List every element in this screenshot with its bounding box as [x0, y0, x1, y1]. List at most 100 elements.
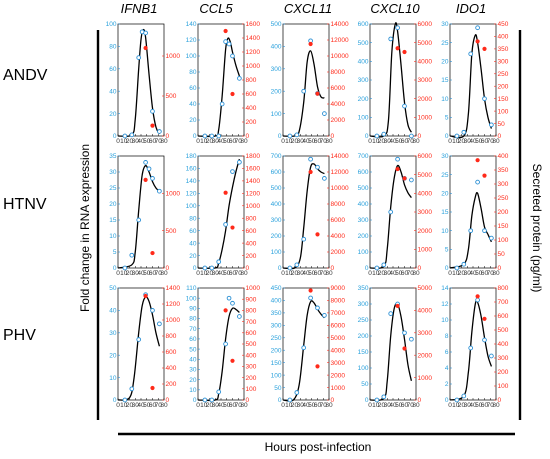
right-tick-label: 150 [498, 223, 509, 230]
x-tick-label: 20 [206, 138, 214, 145]
right-tick-label: 1800 [246, 153, 261, 160]
rna-point [202, 133, 208, 139]
x-tick-label: 20 [458, 270, 466, 277]
right-tick-label: 200 [246, 119, 257, 126]
left-tick-label: 50 [189, 346, 197, 353]
protein-point [315, 232, 320, 237]
panel-frame [282, 287, 330, 401]
left-tick-label: 30 [441, 21, 449, 28]
left-tick-label: 40 [189, 101, 197, 108]
left-tick-label: 100 [271, 372, 282, 379]
left-tick-label: 30 [109, 169, 117, 176]
x-tick-label: 30 [297, 138, 305, 145]
right-tick-label: 800 [246, 215, 257, 222]
x-tick-label: 10 [285, 402, 293, 409]
x-tick-label: 50 [395, 138, 403, 145]
right-tick-label: 300 [498, 181, 509, 188]
rna-point [489, 235, 494, 241]
x-tick-label: 50 [143, 138, 151, 145]
rna-point [409, 133, 414, 139]
right-tick-label: 1200 [246, 191, 261, 198]
left-tick-label: 100 [186, 53, 197, 60]
panel-phv-cxcl10: 0501001502002503003500100020003000400050… [358, 285, 433, 409]
x-tick-label: 10 [200, 402, 208, 409]
left-tick-label: 80 [189, 215, 197, 222]
right-tick-label: 2000 [418, 228, 433, 235]
left-tick-label: 10 [441, 228, 449, 235]
rna-point [388, 36, 394, 42]
rna-point [381, 394, 387, 400]
right-tick-label: 300 [246, 364, 257, 371]
left-tick-label: 50 [274, 385, 282, 392]
x-tick-label: 0 [368, 270, 372, 277]
right-tick-label: 250 [498, 71, 509, 78]
rna-point [157, 129, 162, 134]
rna-point [308, 156, 313, 162]
left-tick-label: 0 [113, 265, 117, 272]
right-tick-label: 0 [331, 265, 335, 272]
protein-point [143, 293, 148, 299]
rna-point [475, 297, 480, 303]
x-tick-label: 60 [314, 270, 322, 277]
panel-andv-cxcl11: 0100200300400500020004000600080001000012… [271, 21, 349, 145]
x-tick-label: 0 [196, 270, 200, 277]
x-tick-label: 50 [308, 402, 316, 409]
panel-frame [449, 287, 497, 401]
x-tick-label: 0 [116, 270, 120, 277]
protein-point [475, 39, 480, 44]
x-tick-label: 60 [401, 138, 409, 145]
rna-point [223, 341, 228, 347]
left-tick-label: 35 [109, 153, 117, 160]
right-tick-label: 400 [246, 240, 257, 247]
panel-andv-ido1: 0510152025300501001502002503003504004500… [441, 21, 508, 145]
left-tick-label: 60 [109, 66, 117, 73]
x-tick-label: 30 [132, 138, 140, 145]
right-tick-label: 800 [246, 77, 257, 84]
right-tick-label: 200 [498, 209, 509, 216]
right-tick-label: 6000 [331, 323, 346, 330]
x-tick-label: 30 [212, 270, 220, 277]
x-tick-label: 80 [160, 402, 168, 409]
left-tick-label: 160 [186, 166, 197, 173]
gene-heading-cxcl10: CXCL10 [370, 1, 420, 16]
right-tick-label: 1000 [246, 63, 261, 70]
x-tick-label: 50 [308, 270, 316, 277]
fit-curve [197, 158, 241, 270]
x-tick-label: 20 [206, 270, 214, 277]
right-tick-label: 4000 [331, 347, 346, 354]
left-tick-label: 300 [271, 66, 282, 73]
x-tick-label: 70 [407, 138, 415, 145]
rna-point [395, 156, 400, 162]
x-tick-label: 70 [487, 270, 495, 277]
left-tick-label: 25 [441, 172, 449, 179]
right-tick-label: 0 [246, 397, 250, 404]
right-tick-label: 0 [166, 397, 170, 404]
right-tick-label: 1200 [166, 301, 181, 308]
protein-point [395, 166, 400, 172]
left-tick-label: 0 [113, 133, 117, 140]
left-tick-label: 20 [189, 377, 197, 384]
right-tick-label: 1000 [246, 203, 261, 210]
left-tick-label: 10 [441, 317, 449, 324]
right-tick-label: 8000 [331, 69, 346, 76]
fit-curve [369, 22, 412, 138]
right-tick-label: 400 [498, 153, 509, 160]
right-tick-label: 0 [166, 265, 170, 272]
rna-point [136, 217, 142, 223]
right-tick-label: 600 [246, 330, 257, 337]
protein-point [482, 46, 487, 51]
right-tick-label: 1600 [246, 166, 261, 173]
rna-point [388, 311, 394, 316]
left-tick-label: 600 [358, 21, 369, 28]
x-tick-label: 80 [325, 402, 333, 409]
left-tick-label: 100 [186, 295, 197, 302]
x-tick-label: 20 [291, 138, 299, 145]
x-tick-label: 50 [475, 270, 483, 277]
panel-frame [197, 155, 245, 269]
right-tick-label: 5000 [331, 335, 346, 342]
x-tick-label: 60 [481, 402, 489, 409]
protein-point [223, 190, 228, 195]
x-tick-label: 30 [212, 138, 220, 145]
